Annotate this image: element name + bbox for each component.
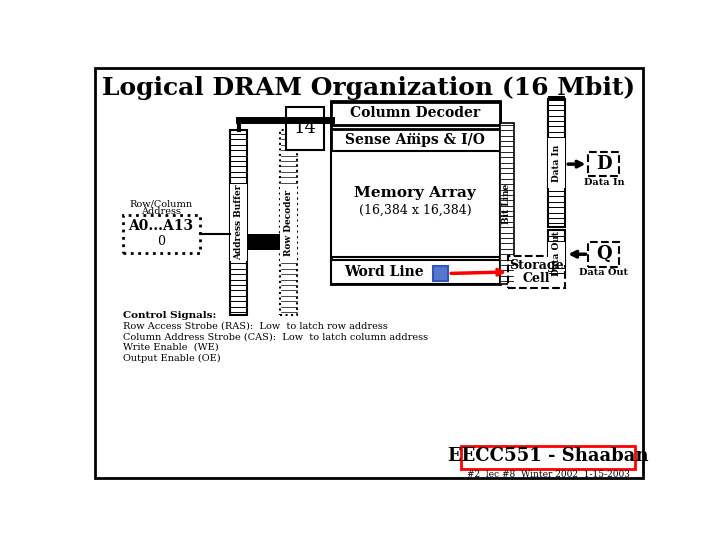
Bar: [230, 130, 248, 315]
Bar: [508, 256, 565, 288]
Text: A0...A13: A0...A13: [129, 219, 194, 233]
Text: 0: 0: [157, 235, 165, 248]
Bar: [549, 99, 565, 226]
Text: Data Out: Data Out: [552, 231, 562, 276]
Text: Data In: Data In: [552, 144, 562, 181]
Bar: [286, 107, 324, 150]
Bar: [330, 260, 500, 284]
Text: Data In: Data In: [583, 178, 624, 187]
Text: #2  lec #8  Winter 2002  1-15-2003: #2 lec #8 Winter 2002 1-15-2003: [467, 470, 629, 479]
Text: Cell: Cell: [523, 272, 550, 285]
Bar: [549, 138, 565, 188]
Bar: [330, 151, 500, 257]
Text: Control Signals:: Control Signals:: [122, 310, 216, 320]
Text: Data Out: Data Out: [580, 268, 629, 277]
Text: (16,384 x 16,384): (16,384 x 16,384): [359, 204, 472, 217]
Bar: [230, 184, 248, 261]
Text: 14: 14: [294, 119, 317, 137]
Bar: [330, 102, 500, 125]
Text: Logical DRAM Organization (16 Mbit): Logical DRAM Organization (16 Mbit): [102, 76, 636, 100]
Bar: [330, 101, 500, 284]
Bar: [588, 152, 619, 177]
Text: Write Enable  (WE): Write Enable (WE): [122, 343, 218, 352]
Bar: [122, 215, 199, 253]
Text: Storage: Storage: [509, 259, 564, 272]
Text: Row Access Strobe (RAS):  Low  to latch row address: Row Access Strobe (RAS): Low to latch ro…: [122, 321, 387, 330]
Text: Row Decoder: Row Decoder: [284, 190, 294, 255]
Bar: [330, 130, 500, 151]
Bar: [281, 130, 297, 315]
Bar: [549, 96, 565, 101]
Text: Column Address Strobe (CAS):  Low  to latch column address: Column Address Strobe (CAS): Low to latc…: [122, 332, 428, 341]
Text: D: D: [596, 155, 612, 173]
Bar: [462, 446, 634, 469]
Text: Row/Column: Row/Column: [130, 200, 193, 208]
Bar: [549, 231, 565, 276]
Bar: [588, 242, 619, 267]
Text: Address Buffer: Address Buffer: [235, 185, 243, 260]
Bar: [433, 266, 449, 281]
Text: Output Enable (OE): Output Enable (OE): [122, 354, 220, 363]
Text: Bit Line: Bit Line: [503, 183, 511, 224]
Bar: [281, 184, 297, 261]
Text: Memory Array: Memory Array: [354, 186, 476, 200]
Bar: [549, 242, 565, 265]
Text: Q: Q: [596, 245, 612, 263]
Text: ...: ...: [408, 124, 423, 138]
Text: Address: Address: [141, 207, 181, 217]
Text: Sense Amps & I/O: Sense Amps & I/O: [346, 133, 485, 147]
Text: Column Decoder: Column Decoder: [350, 106, 480, 120]
Text: Word Line: Word Line: [345, 265, 424, 279]
Text: EECC551 - Shaaban: EECC551 - Shaaban: [448, 447, 648, 465]
Bar: [248, 234, 281, 249]
Bar: [500, 123, 514, 284]
